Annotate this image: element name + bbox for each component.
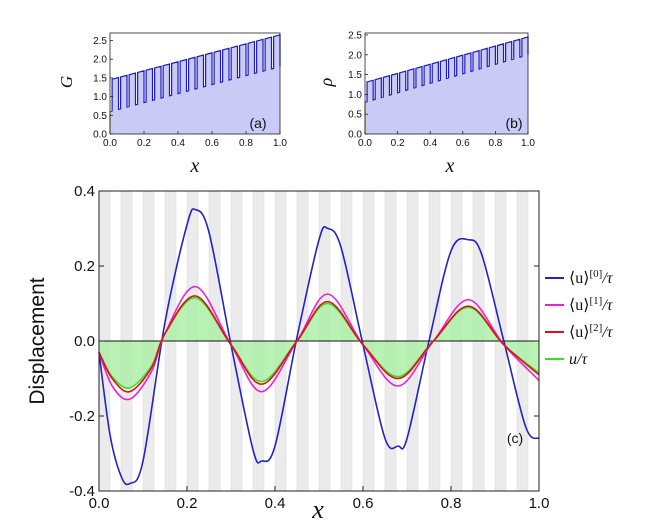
- panel-c-ytick-label: 0.0: [74, 333, 95, 350]
- panel-b-plot-area: [364, 32, 529, 135]
- panel-a-xtick-label: 1.0: [273, 138, 287, 149]
- series-u1-line: [98, 285, 540, 401]
- panel-b-xlabel: x: [445, 155, 455, 177]
- panel-c-x-ticks: 0.0 0.2 0.4 0.6 0.8 1.0: [89, 486, 550, 512]
- panel-a-xtick-label: 0.0: [103, 138, 117, 149]
- panel-a-ytick-label: 1.5: [93, 73, 107, 84]
- panel-c-tag: (c): [507, 430, 523, 446]
- panel-a-ytick-label: 2.0: [93, 55, 107, 66]
- u-over-tau-fill: [99, 297, 539, 389]
- panel-a-plot-area: [109, 32, 281, 135]
- legend-u0-label: ⟨u⟩[0]/τ: [569, 268, 614, 287]
- panel-a-tag: (a): [249, 115, 266, 131]
- series-u2-line: [98, 295, 540, 393]
- panel-b-ytick-label: 1.0: [348, 90, 362, 101]
- panel-a-frame: [109, 32, 281, 135]
- panel-b-ytick-label: 1.5: [348, 70, 362, 81]
- panel-c-xlabel: x: [311, 495, 324, 524]
- panel-c-ytick-label: -0.4: [69, 483, 95, 500]
- panel-a-ytick-label: 0.5: [93, 111, 107, 122]
- panel-c-xtick-label: 0.2: [177, 495, 198, 512]
- panel-a-square-wave-line: [109, 34, 281, 113]
- panel-a-xtick-label: 0.6: [205, 138, 219, 149]
- panel-b-y-ticks: 0.0 0.5 1.0 1.5 2.0 2.5: [348, 30, 368, 141]
- panel-b-ytick-label: 2.0: [348, 50, 362, 61]
- panel-a-y-ticks: 0.0 0.5 1.0 1.5 2.0 2.5: [93, 36, 113, 141]
- panel-b-ylabel: ρ: [316, 77, 336, 87]
- legend-u1: ⟨u⟩[1]/τ: [545, 295, 614, 314]
- panel-a: 0.00.51.01.52.02.5 0.0 0.2 0.4 0.6 0.8 1.0 G …: [57, 32, 287, 177]
- panel-b: 0.00.51.01.52.02.5 0.0 0.2 0.4 0.6 0.8 1.0 ρ …: [316, 30, 535, 177]
- panel-b-xtick-label: 0.2: [391, 138, 405, 149]
- legend: ⟨u⟩[0]/τ ⟨u⟩[1]/τ ⟨u⟩[2]/τ u/τ: [545, 268, 614, 368]
- panel-c-ylabel: Displacement: [26, 277, 49, 404]
- panel-c-ytick-label: 0.4: [74, 183, 95, 200]
- panel-a-ytick-label: 1.0: [93, 92, 107, 103]
- panel-b-xtick-label: 0.6: [456, 138, 470, 149]
- legend-u0: ⟨u⟩[0]/τ: [545, 268, 614, 287]
- series-u0-line: [98, 208, 540, 486]
- panel-a-xlabel: x: [190, 155, 200, 177]
- panel-b-frame: [364, 32, 529, 135]
- panel-c-xtick-label: 0.0: [89, 495, 110, 512]
- legend-u2-label: ⟨u⟩[2]/τ: [569, 322, 614, 341]
- panel-c-ytick-label: 0.2: [74, 258, 95, 275]
- legend-u1-label: ⟨u⟩[1]/τ: [569, 295, 614, 314]
- panel-c-xtick-label: 0.8: [441, 495, 462, 512]
- panel-c-xtick-label: 0.4: [265, 495, 286, 512]
- panel-b-xtick-label: 0.4: [423, 138, 437, 149]
- panel-a-x-ticks: 0.0 0.2 0.4 0.6 0.8 1.0: [103, 131, 287, 149]
- panel-c: -0.4 -0.2 0.0 0.2 0.4 0.0 0.2 0.4 0.6 0.8 1.0 Dis…: [26, 183, 614, 524]
- panel-a-xtick-label: 0.2: [137, 138, 151, 149]
- panel-b-square-wave-line: [364, 36, 529, 103]
- panel-b-tag: (b): [505, 115, 522, 131]
- panel-a-ytick-label: 0.0: [93, 130, 107, 141]
- panel-c-y-ticks: -0.4 -0.2 0.0 0.2 0.4: [69, 183, 539, 500]
- panel-c-xtick-label: 0.6: [353, 495, 374, 512]
- panel-b-ytick-label: 2.5: [348, 30, 362, 41]
- panel-c-green-fill: [99, 297, 539, 389]
- legend-u2: ⟨u⟩[2]/τ: [545, 322, 614, 341]
- panel-b-xtick-label: 1.0: [521, 138, 535, 149]
- panel-b-ytick-label: 0.5: [348, 110, 362, 121]
- panel-b-xtick-label: 0.0: [358, 138, 372, 149]
- panel-a-xtick-label: 0.4: [171, 138, 185, 149]
- panel-b-xtick-label: 0.8: [488, 138, 502, 149]
- panel-a-ytick-label: 2.5: [93, 36, 107, 47]
- legend-u: u/τ: [545, 351, 588, 368]
- legend-u-label: u/τ: [569, 351, 588, 368]
- panel-c-ytick-label: -0.2: [69, 408, 95, 425]
- panel-c-xtick-label: 1.0: [529, 495, 550, 512]
- panel-a-xtick-label: 0.8: [239, 138, 253, 149]
- panel-a-ylabel: G: [57, 76, 76, 88]
- panel-b-x-ticks: 0.0 0.2 0.4 0.6 0.8 1.0: [358, 131, 535, 149]
- panel-b-ytick-label: 0.0: [348, 130, 362, 141]
- panel-c-series-lines: [98, 208, 540, 486]
